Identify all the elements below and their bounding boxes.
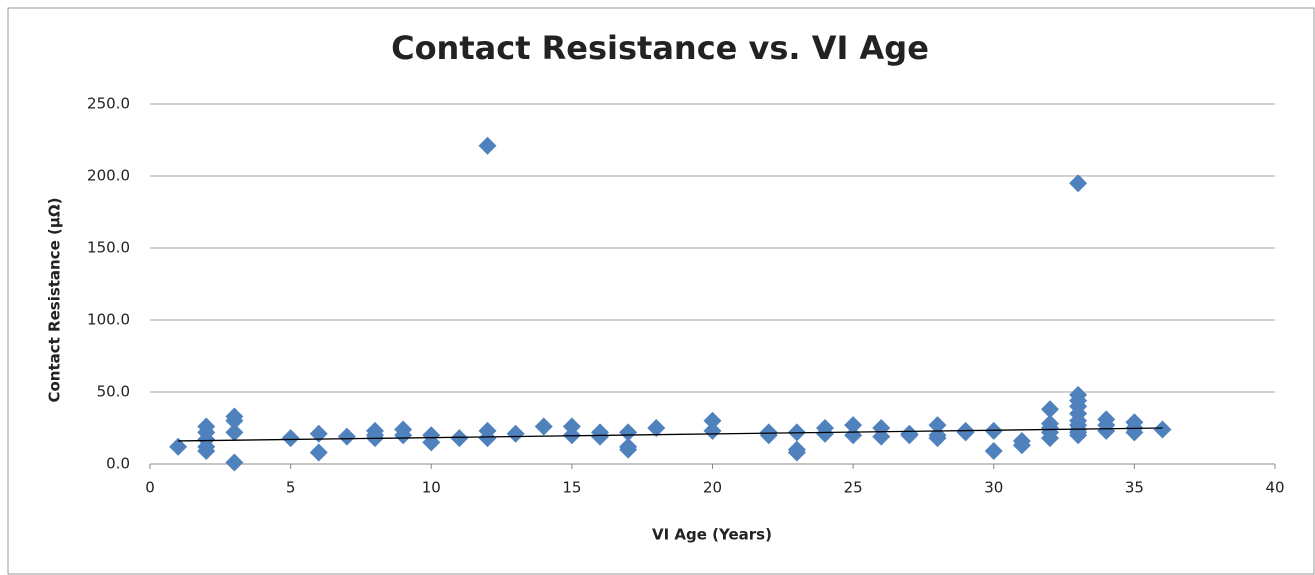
point xyxy=(759,426,778,445)
point xyxy=(619,423,638,442)
point xyxy=(647,419,666,437)
point xyxy=(844,416,863,435)
point xyxy=(591,427,609,446)
point xyxy=(478,136,497,155)
point xyxy=(225,411,244,430)
point xyxy=(619,440,638,459)
y-tick-label: 250.0 xyxy=(87,95,130,113)
point xyxy=(394,426,413,445)
x-tick-label: 20 xyxy=(703,479,722,497)
point xyxy=(337,427,356,446)
x-tick-label: 0 xyxy=(145,479,155,497)
point xyxy=(309,424,328,443)
point xyxy=(281,429,300,448)
y-tick-label: 150.0 xyxy=(87,239,130,257)
point xyxy=(1041,400,1059,419)
point xyxy=(309,443,328,462)
x-axis-label: VI Age (Years) xyxy=(652,526,772,544)
point xyxy=(787,443,806,462)
point xyxy=(1069,174,1088,193)
point xyxy=(984,442,1003,461)
point xyxy=(844,426,863,445)
x-tick-label: 30 xyxy=(984,479,1003,497)
point xyxy=(956,423,975,442)
point xyxy=(703,421,722,440)
point xyxy=(1097,421,1116,440)
point xyxy=(169,437,188,456)
x-tick-label: 15 xyxy=(562,479,581,497)
x-tick-label: 5 xyxy=(286,479,296,497)
y-tick-label: 200.0 xyxy=(87,167,130,185)
point xyxy=(225,423,244,442)
y-axis-label: Contact Resistance (μΩ) xyxy=(46,197,64,402)
point xyxy=(1012,436,1031,455)
y-tick-label: 50.0 xyxy=(97,383,130,401)
point xyxy=(506,424,525,443)
point xyxy=(1153,420,1172,439)
y-tick-label: 0.0 xyxy=(106,455,130,473)
trendline xyxy=(178,427,1163,442)
x-tick-label: 10 xyxy=(422,479,441,497)
point xyxy=(816,424,834,443)
point xyxy=(1069,426,1088,445)
point xyxy=(450,429,469,448)
chart-frame xyxy=(7,7,1315,575)
point xyxy=(984,421,1003,440)
point xyxy=(928,416,947,435)
point xyxy=(478,429,497,448)
point xyxy=(534,417,553,436)
point xyxy=(225,453,244,472)
y-tick-label: 100.0 xyxy=(87,311,130,329)
x-tick-label: 25 xyxy=(844,479,863,497)
x-tick-label: 35 xyxy=(1125,479,1144,497)
point xyxy=(1041,429,1059,448)
point xyxy=(703,411,722,430)
point xyxy=(197,442,216,461)
x-tick-label: 40 xyxy=(1265,479,1284,497)
point xyxy=(928,429,947,448)
chart-title: Contact Resistance vs. VI Age xyxy=(391,29,929,67)
